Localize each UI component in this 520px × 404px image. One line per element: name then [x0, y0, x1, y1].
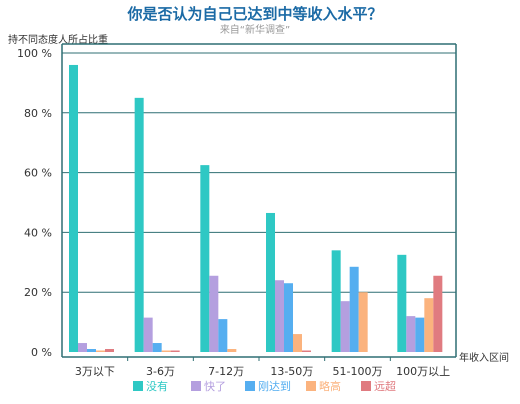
bar [331, 250, 341, 352]
chart-title: 你是否认为自己已达到中等收入水平？ [126, 5, 382, 23]
legend-label: 快了 [204, 380, 226, 393]
legend-label: 刚达到 [258, 380, 291, 393]
y-tick-label: 20 % [24, 286, 52, 299]
legend-label: 远超 [374, 379, 396, 393]
bar [302, 350, 311, 352]
x-axis-label: 年收入区间 [459, 351, 509, 364]
legend-swatch [361, 381, 371, 391]
bar [200, 165, 210, 352]
bar [105, 349, 114, 352]
bar [209, 275, 219, 352]
bar [134, 97, 144, 352]
plot-area: 0 % 20 % 40 % 60 % 80 % 100 % 3万以下 3-6万 7-12万 13-… [17, 43, 457, 378]
bar [152, 343, 162, 352]
legend-swatch [191, 381, 201, 391]
x-tick-label: 3万以下 [75, 365, 115, 378]
bar [397, 254, 407, 352]
y-tick-label: 0 % [31, 346, 52, 359]
legend-label: 略高 [319, 379, 341, 393]
bar [96, 350, 105, 352]
y-tick-label: 100 % [17, 47, 52, 60]
bar [227, 349, 237, 352]
bar [284, 283, 293, 352]
y-tick-label: 80 % [24, 107, 52, 120]
bar [78, 343, 87, 352]
bar [87, 349, 96, 352]
legend-swatch [245, 381, 255, 391]
bar [293, 334, 302, 352]
bar [358, 292, 368, 352]
legend-label: 没有 [146, 379, 168, 393]
bar [349, 266, 359, 352]
chart-subtitle: 来自“新华调查” [220, 23, 290, 36]
bar [170, 350, 180, 352]
x-tick-label: 3-6万 [146, 365, 175, 378]
bar [275, 280, 284, 352]
x-tick-label: 13-50万 [270, 365, 313, 378]
bar [161, 350, 171, 352]
bar [340, 301, 350, 352]
x-tick-label: 100万以上 [396, 365, 450, 378]
bar [424, 298, 434, 352]
legend-swatch [133, 381, 143, 391]
bar [415, 317, 425, 352]
bar [218, 319, 228, 352]
bar [266, 212, 275, 352]
y-tick-label: 60 % [24, 167, 52, 180]
x-tick-label: 51-100万 [333, 365, 383, 378]
legend: 没有 快了 刚达到 略高 远超 [133, 379, 396, 393]
bar [406, 316, 416, 352]
y-tick-label: 40 % [24, 226, 52, 239]
legend-swatch [306, 381, 316, 391]
bar [143, 317, 153, 352]
x-tick-label: 7-12万 [208, 365, 244, 378]
bar [69, 64, 78, 353]
y-axis-label: 持不同态度人所占比重 [8, 33, 108, 46]
bar [433, 275, 443, 352]
